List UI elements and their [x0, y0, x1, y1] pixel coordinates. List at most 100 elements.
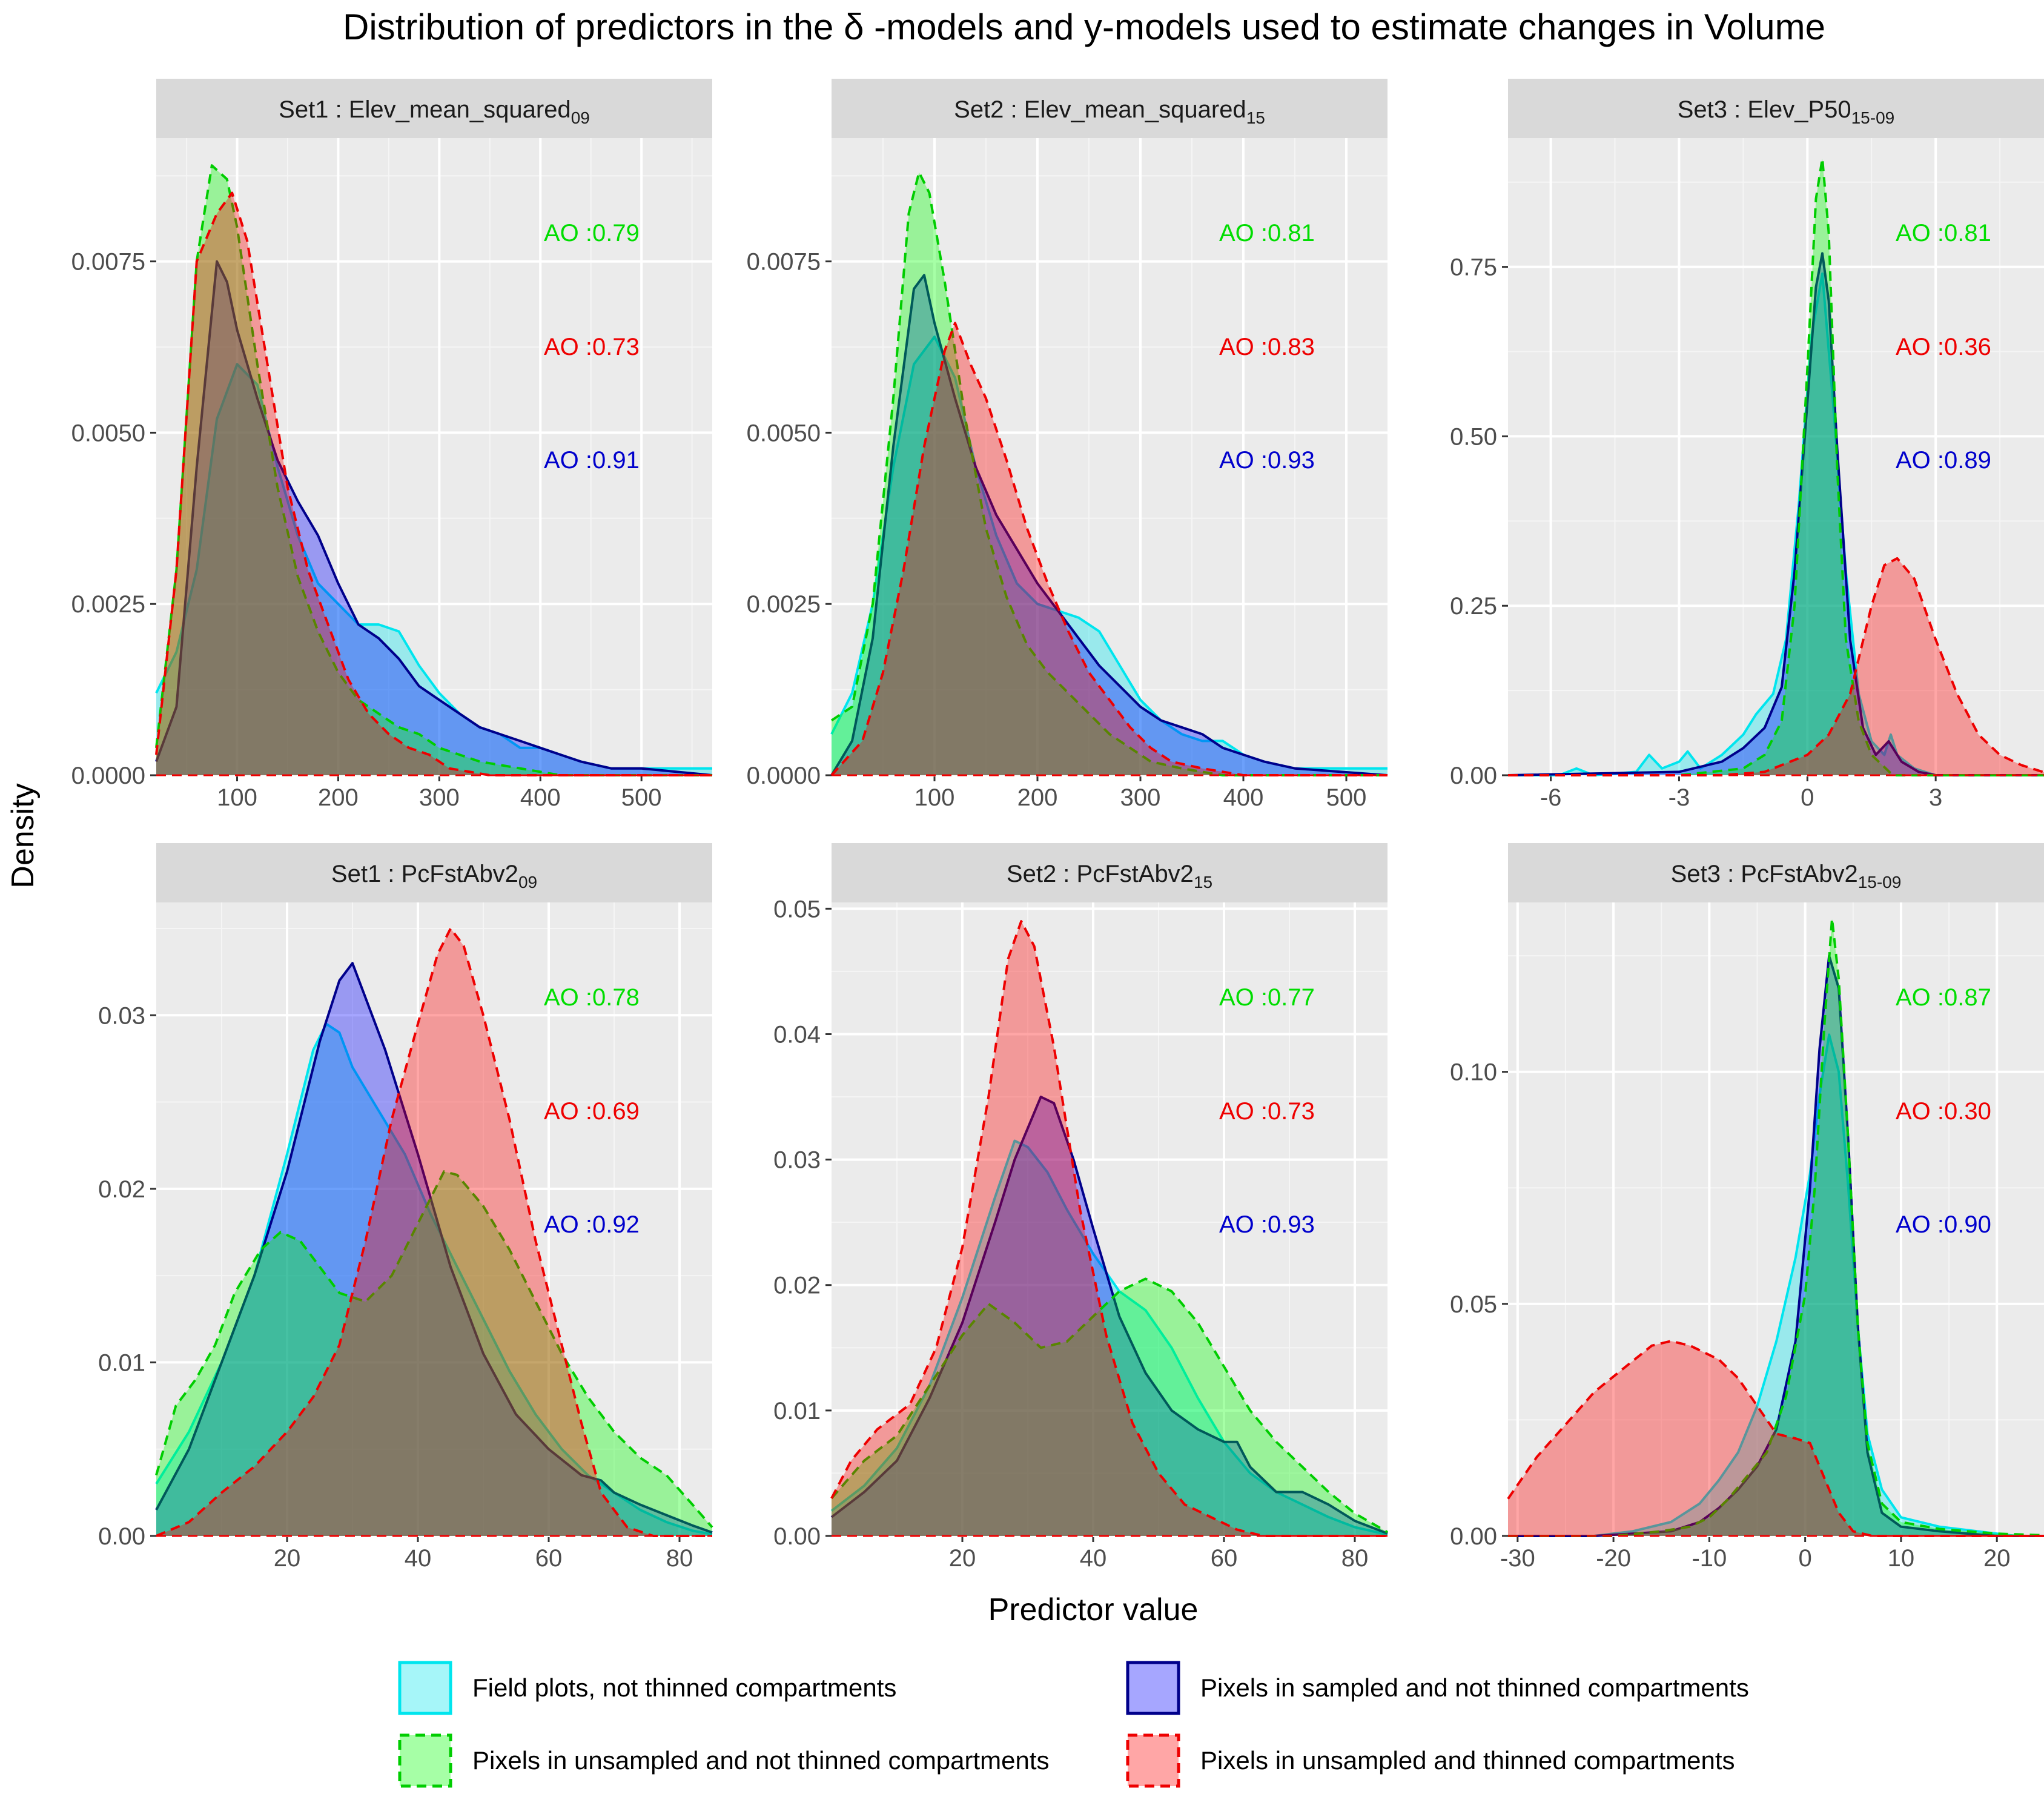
strip-variable: Elev_mean_squared [1024, 96, 1246, 123]
strip-subscript: 15-09 [1858, 873, 1902, 892]
density-line-thinned [155, 191, 712, 776]
panel-background [156, 138, 712, 775]
ao-annotation-sampled: AO :0.93 [1219, 1211, 1315, 1238]
x-tick-label: 500 [621, 784, 662, 811]
y-tick-label: 0.05 [773, 896, 821, 922]
y-tick-label: 0.00 [98, 1523, 145, 1550]
density-line-thinned [1508, 557, 2044, 776]
strip-variable: PcFstAbv2 [402, 861, 518, 887]
density-line-unsampled [1508, 917, 2044, 1537]
legend-item-field: Field plots, not thinned compartments [398, 1661, 896, 1715]
y-tick-label: 0.25 [1450, 593, 1497, 620]
x-tick-label: 100 [217, 784, 257, 811]
x-tick-label: 400 [1223, 784, 1264, 811]
x-tick-label: 60 [1211, 1545, 1238, 1572]
x-tick-label: 200 [1017, 784, 1058, 811]
strip-variable: Elev_mean_squared [349, 96, 571, 123]
y-tick-label: 0.03 [98, 1002, 145, 1029]
facet-panel: Set1 : PcFstAbv209 20 40 60 80 0.00 0.01 0.02 0.… [98, 843, 713, 1572]
strip-subscript: 15 [1194, 873, 1212, 892]
x-tick-label: 20 [1983, 1545, 2011, 1572]
y-tick-label: 0.00 [1450, 763, 1497, 789]
legend-label-field: Field plots, not thinned compartments [472, 1673, 896, 1702]
density-line-sampled [1507, 252, 2044, 776]
ao-annotation-thinned: AO :0.73 [1219, 1098, 1315, 1125]
density-line-field [155, 1022, 713, 1536]
y-tick-label: 0.75 [1450, 254, 1497, 281]
chart-title: Distribution of predictors in the δ -mod… [343, 7, 1825, 47]
density-area-field [156, 364, 712, 775]
strip-set: Set3 : [1678, 96, 1748, 123]
density-line-sampled [155, 962, 713, 1534]
ao-annotation-thinned: AO :0.36 [1896, 334, 1991, 360]
x-tick-label: 400 [520, 784, 561, 811]
facet-panel: Set2 : PcFstAbv215 20 40 60 80 0.00 0.01 0.02 0.… [773, 843, 1388, 1572]
density-area-field [1508, 1034, 2044, 1536]
x-tick-label: 10 [1888, 1545, 1915, 1572]
x-tick-label: 20 [274, 1545, 301, 1572]
y-tick-label: 0.0025 [747, 591, 821, 618]
facet-strip [156, 843, 712, 902]
y-tick-label: 0.04 [773, 1021, 821, 1048]
x-tick-label: 500 [1326, 784, 1367, 811]
y-tick-label: 0.02 [98, 1176, 145, 1203]
title-after: -models and y-models used to estimate ch… [864, 7, 1825, 47]
ao-annotation-unsampled: AO :0.77 [1219, 984, 1315, 1011]
legend-label-unsampled: Pixels in unsampled and not thinned comp… [472, 1746, 1050, 1775]
facet-strip-label: Set1 : PcFstAbv209 [331, 861, 537, 892]
legend-label-thinned: Pixels in unsampled and thinned compartm… [1200, 1746, 1735, 1775]
y-tick-label: 0.0050 [747, 420, 821, 446]
density-line-thinned [1507, 1340, 2044, 1537]
ao-annotation-unsampled: AO :0.79 [544, 220, 640, 247]
y-tick-label: 0.0050 [71, 420, 145, 446]
density-area-thinned [832, 323, 1387, 775]
x-axis-title: Predictor value [988, 1592, 1199, 1627]
y-tick-label: 0.10 [1450, 1059, 1497, 1086]
facet-strip-label: Set2 : PcFstAbv215 [1007, 861, 1212, 892]
y-tick-label: 0.01 [773, 1398, 821, 1425]
x-tick-label: -20 [1596, 1545, 1631, 1572]
facet-strip [832, 79, 1387, 138]
title-before: Distribution of predictors in the [343, 7, 844, 47]
facet-strip [832, 843, 1387, 902]
density-line-field [830, 336, 1387, 770]
facet-strip-label: Set1 : Elev_mean_squared09 [279, 96, 590, 127]
ao-annotation-unsampled: AO :0.81 [1219, 220, 1315, 247]
x-tick-label: 300 [1120, 784, 1161, 811]
y-tick-label: 0.01 [98, 1349, 145, 1376]
legend-key-unsampled [398, 1733, 452, 1788]
legend: Field plots, not thinned compartments Pix… [398, 1661, 1749, 1788]
density-area-thinned [832, 921, 1387, 1536]
strip-subscript: 09 [518, 873, 537, 892]
ao-annotation-thinned: AO :0.73 [544, 334, 640, 360]
density-area-thinned [156, 193, 712, 775]
x-tick-label: 0 [1799, 1545, 1812, 1572]
density-line-field [1508, 272, 2044, 776]
x-tick-label: 40 [405, 1545, 432, 1572]
y-tick-label: 0.02 [773, 1272, 821, 1299]
y-tick-label: 0.0075 [747, 249, 821, 276]
legend-key-thinned [1126, 1733, 1180, 1788]
y-tick-label: 0.50 [1450, 423, 1497, 450]
density-area-unsampled [832, 1279, 1387, 1536]
legend-item-sampled: Pixels in sampled and not thinned compar… [1126, 1661, 1749, 1715]
density-line-unsampled [830, 1277, 1388, 1534]
ao-annotation-unsampled: AO :0.87 [1896, 984, 1991, 1011]
density-line-sampled [155, 260, 713, 776]
x-tick-label: 0 [1801, 784, 1814, 811]
x-tick-label: 80 [666, 1545, 693, 1572]
facet-strip-label: Set3 : PcFstAbv215-09 [1671, 861, 1902, 892]
density-area-field [832, 1140, 1387, 1536]
ao-annotation-sampled: AO :0.91 [544, 447, 640, 474]
y-tick-label: 0.0075 [71, 249, 145, 276]
facet-strip [1508, 79, 2044, 138]
facet-strip-label: Set2 : Elev_mean_squared15 [954, 96, 1265, 127]
density-area-thinned [1508, 558, 2044, 775]
density-area-unsampled [832, 172, 1387, 776]
density-line-thinned [830, 322, 1387, 776]
strip-subscript: 15 [1246, 108, 1265, 127]
strip-set: Set1 : [279, 96, 349, 123]
title-symbol: δ [844, 7, 864, 47]
density-line-sampled [830, 1096, 1388, 1535]
